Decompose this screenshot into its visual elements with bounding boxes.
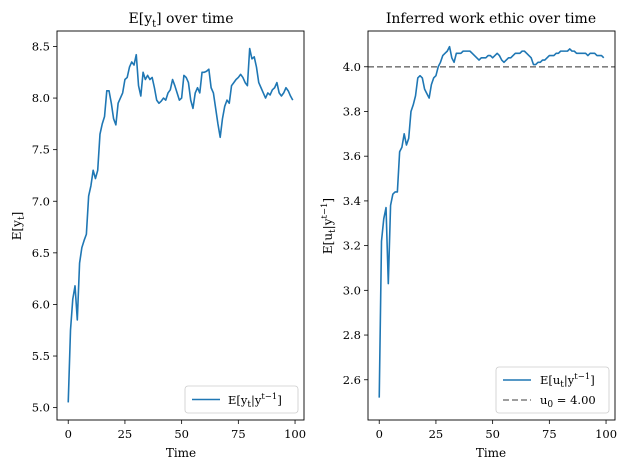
right-ylabel-sub: t — [328, 229, 338, 233]
left-legend-label: E[yt|yt−1] — [228, 392, 282, 410]
right-y-tick-label: 3.2 — [343, 239, 361, 253]
right-y-tick-label: 3.4 — [343, 194, 361, 208]
leg-right2-sub: 0 — [547, 400, 553, 410]
right-ylabel-end: ] — [321, 198, 335, 203]
left-x-tick-label: 25 — [118, 427, 133, 441]
leg-right2-main: u — [540, 393, 547, 407]
left-x-tick-label: 100 — [284, 427, 306, 441]
leg-right2-end: = 4.00 — [553, 393, 596, 407]
leg-left-end: ] — [277, 393, 282, 407]
leg-right1-main: E[u — [540, 373, 560, 387]
left-x-tick-label: 75 — [231, 427, 246, 441]
left-legend-box — [184, 385, 299, 414]
right-y-tick-label: 3.6 — [343, 149, 361, 163]
leg-left-sub: t — [247, 400, 251, 410]
left-ylabel-main: E[y — [10, 220, 24, 240]
left-chart: E[yt] over time 5.05.56.06.57.07.58.08.5… — [10, 11, 306, 460]
left-y-tick-label: 7.0 — [32, 194, 50, 208]
right-x-tick-label: 50 — [485, 427, 500, 441]
right-x-tick-label: 100 — [595, 427, 617, 441]
leg-left-sup: t−1 — [261, 392, 277, 402]
left-title-sub: t — [152, 19, 156, 30]
left-ylabel-end: ] — [10, 212, 24, 217]
left-x-ticks: 0 25 50 75 100 — [65, 420, 306, 441]
right-x-ticks: 0 25 50 75 100 — [376, 420, 617, 441]
leg-left-mid: |y — [251, 393, 262, 408]
left-x-tick-label: 50 — [174, 427, 189, 441]
right-chart-title: Inferred work ethic over time — [386, 11, 596, 27]
leg-left-main: E[y — [228, 393, 248, 407]
left-chart-title: E[yt] over time — [129, 11, 234, 30]
leg-right1-sub: t — [560, 380, 564, 390]
left-series-line — [67, 47, 294, 403]
right-plot-frame — [367, 30, 616, 421]
right-y-tick-label: 3.0 — [343, 283, 361, 297]
left-x-tick-label: 0 — [65, 427, 72, 441]
right-x-axis-label: Time — [476, 446, 506, 460]
left-title-main: E[y — [129, 11, 153, 27]
left-x-axis-label: Time — [166, 446, 196, 460]
left-y-tick-label: 8.0 — [32, 91, 50, 105]
right-y-axis-label: E[ut|yt−1] — [320, 198, 338, 254]
left-plot-frame — [56, 30, 305, 421]
left-y-tick-label: 5.0 — [32, 401, 50, 415]
right-y-tick-label: 2.8 — [343, 328, 361, 342]
right-x-tick-label: 0 — [376, 427, 383, 441]
right-x-tick-label: 75 — [542, 427, 557, 441]
left-y-tick-label: 7.5 — [32, 143, 50, 157]
leg-right1-end: ] — [590, 373, 595, 387]
right-y-tick-label: 3.8 — [343, 104, 361, 118]
right-series-line — [378, 45, 605, 398]
left-y-ticks: 5.0 5.5 6.0 6.5 7.0 7.5 8.0 8.5 — [32, 39, 57, 415]
left-y-tick-label: 6.5 — [32, 246, 50, 260]
left-title-end: ] over time — [156, 11, 233, 27]
right-legend-label-1: E[ut|yt−1] — [540, 372, 595, 390]
left-legend: E[yt|yt−1] — [184, 385, 299, 414]
right-ylabel-mid: |y — [321, 218, 335, 229]
left-y-axis-label: E[yt] — [10, 212, 27, 241]
right-ylabel-main: E[u — [321, 233, 335, 254]
left-y-tick-label: 6.0 — [32, 297, 50, 311]
right-y-tick-label: 2.6 — [343, 373, 361, 387]
right-chart: Inferred work ethic over time 2.6 2.8 3.0 3… — [320, 11, 617, 460]
left-y-tick-label: 8.5 — [32, 39, 50, 53]
right-y-ticks: 2.6 2.8 3.0 3.2 3.4 3.6 3.8 4.0 — [343, 60, 368, 387]
leg-right1-mid: |y — [564, 373, 575, 388]
right-ylabel-sup: t−1 — [320, 203, 330, 219]
right-legend: E[ut|yt−1] u0 = 4.00 — [495, 366, 610, 414]
right-legend-box — [495, 366, 610, 414]
leg-right1-sup: t−1 — [574, 372, 590, 382]
left-y-tick-label: 5.5 — [32, 349, 50, 363]
right-legend-label-2: u0 = 4.00 — [540, 393, 596, 410]
left-ylabel-sub: t — [17, 216, 27, 220]
right-x-tick-label: 25 — [429, 427, 444, 441]
right-y-tick-label: 4.0 — [343, 60, 361, 74]
